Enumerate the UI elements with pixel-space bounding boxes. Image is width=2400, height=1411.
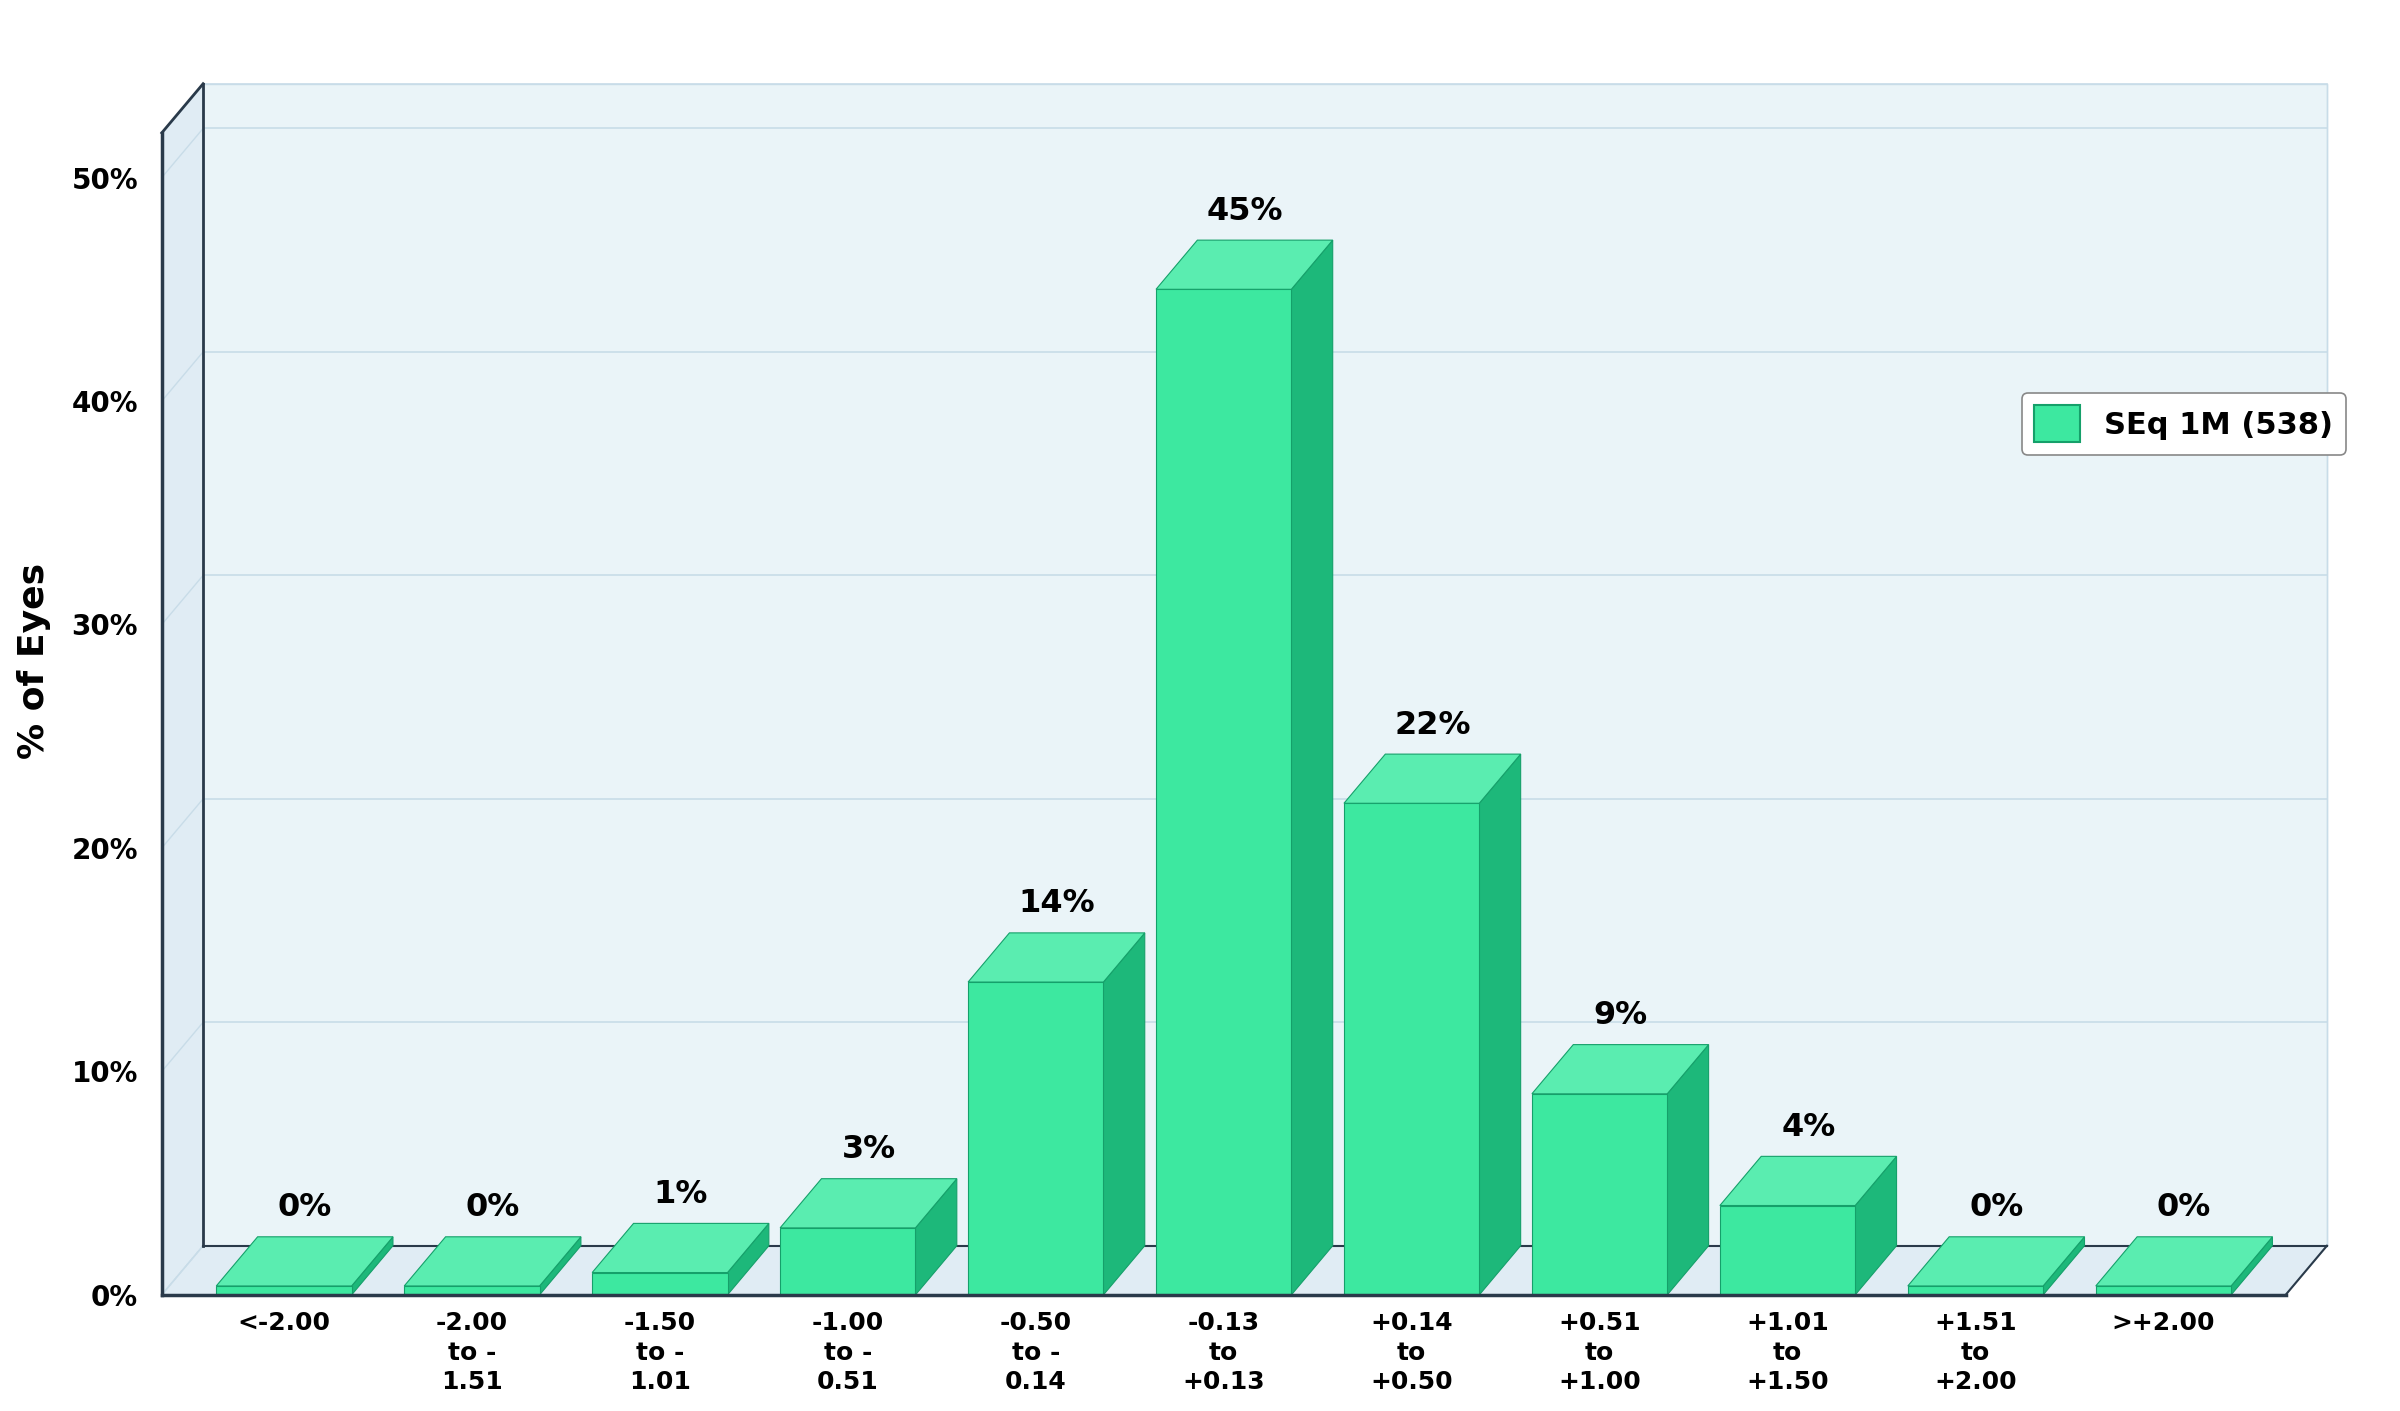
Polygon shape [967,982,1104,1295]
Polygon shape [727,1223,768,1295]
Polygon shape [967,933,1145,982]
Text: 0%: 0% [2158,1192,2210,1223]
Text: 0%: 0% [278,1192,331,1223]
Polygon shape [914,1178,958,1295]
Polygon shape [1344,803,1478,1295]
Polygon shape [161,1246,2328,1295]
Polygon shape [2095,1237,2273,1285]
Text: 0%: 0% [466,1192,521,1223]
Polygon shape [353,1237,394,1295]
Polygon shape [1668,1044,1709,1295]
Polygon shape [593,1223,768,1273]
Polygon shape [1157,289,1291,1295]
Polygon shape [1721,1157,1896,1205]
Polygon shape [1908,1237,2086,1285]
Polygon shape [403,1285,540,1295]
Polygon shape [1721,1205,1855,1295]
Polygon shape [216,1237,394,1285]
Legend: SEq 1M (538): SEq 1M (538) [2021,394,2345,454]
Polygon shape [2042,1237,2086,1295]
Y-axis label: % of Eyes: % of Eyes [17,563,50,759]
Polygon shape [1291,240,1332,1295]
Polygon shape [1104,933,1145,1295]
Polygon shape [161,83,204,1295]
Polygon shape [540,1237,581,1295]
Polygon shape [1531,1044,1709,1094]
Polygon shape [2095,1285,2232,1295]
Polygon shape [1157,240,1332,289]
Text: 0%: 0% [1968,1192,2023,1223]
Polygon shape [780,1228,914,1295]
Polygon shape [2232,1237,2273,1295]
Text: 22%: 22% [1394,710,1471,741]
Polygon shape [1531,1094,1668,1295]
Polygon shape [1344,753,1522,803]
Text: 4%: 4% [1781,1112,1836,1143]
Text: 45%: 45% [1207,196,1282,227]
Polygon shape [780,1178,958,1228]
Text: 14%: 14% [1018,889,1094,920]
Polygon shape [403,1237,581,1285]
Text: 3%: 3% [842,1134,895,1165]
Polygon shape [204,83,2328,1246]
Polygon shape [1478,753,1522,1295]
Text: 9%: 9% [1594,1000,1646,1031]
Polygon shape [1908,1285,2042,1295]
Polygon shape [593,1273,727,1295]
Text: 1%: 1% [653,1180,708,1211]
Polygon shape [1855,1157,1896,1295]
Polygon shape [216,1285,353,1295]
